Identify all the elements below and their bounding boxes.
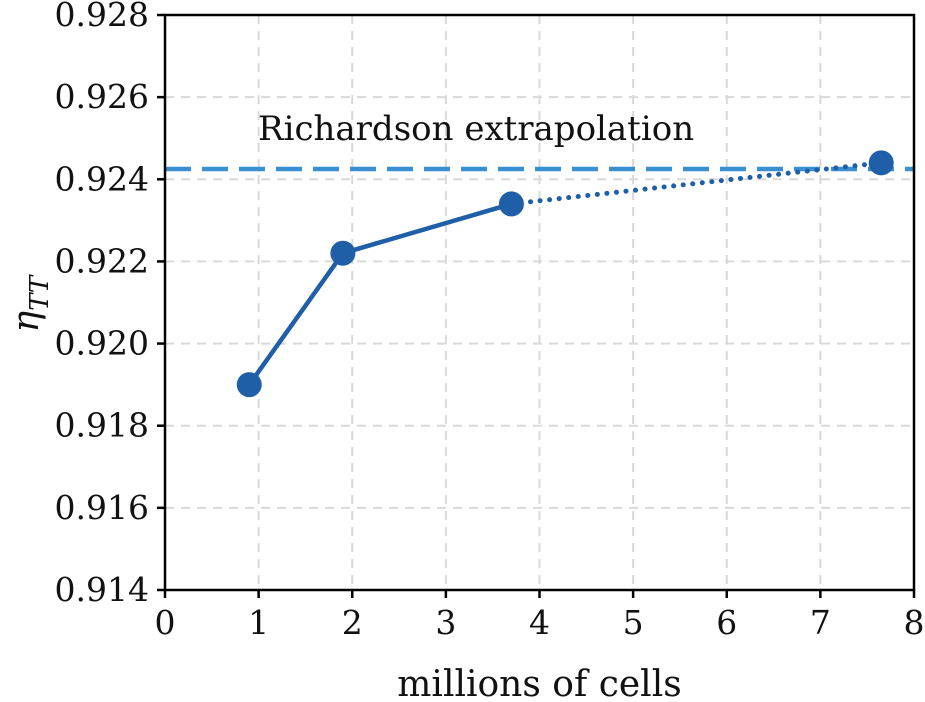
data-point [868,150,894,176]
x-axis-ticks: 0 1 2 3 4 5 6 7 8 [155,590,925,642]
x-tick-label: 1 [248,603,269,642]
y-tick-label: 0.926 [55,77,149,116]
svg-text:ηTT: ηTT [6,274,55,332]
data-point [498,191,524,217]
y-axis-ticks: 0.914 0.916 0.918 0.920 0.922 0.924 0.926 0.928 [55,0,165,609]
series-group [236,150,894,398]
grid [164,14,915,591]
y-tick-label: 0.924 [55,159,149,198]
y-tick-label: 0.916 [55,488,149,527]
x-tick-label: 3 [435,603,456,642]
data-point [236,372,262,398]
x-tick-label: 8 [904,603,925,642]
x-tick-label: 4 [529,603,550,642]
x-tick-label: 5 [623,603,644,642]
x-tick-label: 2 [342,603,363,642]
y-tick-label: 0.920 [55,324,149,363]
y-tick-label: 0.914 [55,570,149,609]
series-line [247,201,514,387]
y-axis-label: ηTT [6,274,55,332]
y-axis-label-symbol: η [6,311,47,333]
x-tick-label: 6 [716,603,737,642]
y-tick-label: 0.922 [55,241,149,280]
x-tick-label: 7 [810,603,831,642]
y-tick-label: 0.918 [55,406,149,445]
x-tick-label: 0 [155,603,176,642]
data-point [330,240,356,266]
reference-line-label: Richardson extrapolation [258,109,694,149]
x-axis-label: millions of cells [397,664,681,702]
y-tick-label: 0.928 [55,0,149,34]
y-axis-label-subscript: TT [25,274,55,311]
